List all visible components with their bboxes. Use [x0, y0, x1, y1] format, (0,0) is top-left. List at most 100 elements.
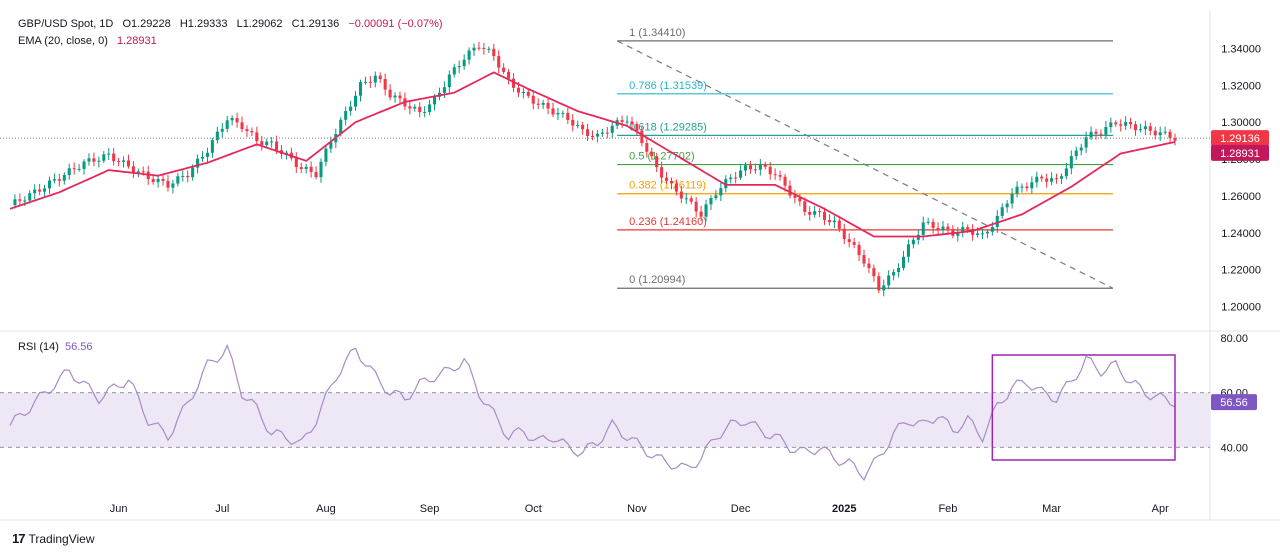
candle-body: [719, 188, 723, 196]
tradingview-brand[interactable]: 17 TradingView: [12, 531, 95, 546]
price-tick-label: 1.20000: [1221, 302, 1261, 314]
candle-body: [487, 48, 491, 50]
candle-body: [1069, 156, 1073, 169]
time-label: Oct: [525, 503, 542, 515]
candle-body: [1025, 186, 1029, 189]
candle-body: [1074, 150, 1078, 157]
symbol-label[interactable]: GBP/USD Spot, 1D: [18, 18, 114, 30]
candle-body: [877, 276, 881, 291]
candle-body: [87, 158, 91, 162]
price-pane: 1.200001.220001.240001.260001.280001.300…: [0, 10, 1280, 520]
candle-body: [551, 108, 555, 115]
candle-body: [1010, 193, 1014, 204]
candle-body: [408, 106, 412, 109]
candle-body: [472, 47, 476, 51]
candle-body: [743, 165, 748, 171]
candle-body: [783, 176, 787, 186]
candle-body: [507, 71, 511, 79]
candle-body: [729, 177, 733, 180]
fib-label-0_236: 0.236 (1.24160): [629, 216, 707, 228]
candle-body: [1079, 147, 1083, 151]
candle-body: [724, 179, 728, 189]
candle-body: [645, 143, 649, 152]
ema-header: EMA (20, close, 0) 1.28931: [18, 35, 163, 47]
high-value: H1.29333: [179, 18, 228, 30]
candle-body: [428, 104, 432, 112]
candle-body: [521, 91, 525, 93]
candle-body: [921, 222, 925, 235]
candle-body: [373, 75, 377, 83]
candle-body: [669, 180, 674, 184]
candle-body: [778, 175, 782, 177]
candle-body: [620, 120, 624, 122]
candle-body: [1168, 131, 1172, 139]
candle-body: [117, 161, 121, 163]
candle-body: [1099, 133, 1103, 135]
candle-body: [1114, 122, 1118, 125]
change-value: −0.00091 (−0.07%): [348, 18, 443, 30]
candle-body: [38, 189, 42, 192]
candle-body: [235, 117, 239, 123]
candle-body: [82, 161, 86, 169]
candle-body: [897, 267, 901, 272]
candle-body: [852, 242, 856, 245]
candle-body: [1089, 131, 1093, 138]
candle-body: [358, 82, 363, 96]
candle-body: [329, 142, 333, 149]
candle-body: [171, 183, 175, 188]
candle-body: [72, 168, 76, 170]
candle-body: [689, 198, 693, 202]
candle-body: [867, 263, 871, 269]
candle-body: [18, 199, 22, 201]
candle-body: [586, 129, 590, 137]
candle-body: [581, 124, 585, 130]
candle-body: [546, 102, 550, 109]
candle-body: [773, 174, 777, 176]
rsi-highlight-box: [991, 354, 1176, 461]
candle-body: [946, 226, 950, 230]
candle-body: [442, 87, 446, 93]
ema-label[interactable]: EMA (20, close, 0): [18, 35, 108, 47]
candle-body: [571, 119, 575, 126]
candle-body: [985, 231, 989, 234]
brand-label: TradingView: [28, 531, 95, 546]
candle-body: [1119, 124, 1123, 126]
last-price-tag-text: 1.29136: [1220, 133, 1260, 145]
candle-body: [477, 47, 481, 49]
candle-body: [665, 177, 669, 181]
candle-body: [536, 103, 540, 105]
candle-body: [255, 132, 259, 142]
candle-body: [857, 244, 861, 256]
candle-body: [516, 87, 520, 93]
time-label: Aug: [316, 503, 336, 515]
fib-trend-line: [616, 40, 1114, 289]
candle-body: [511, 78, 516, 88]
candle-body: [1045, 178, 1049, 182]
candle-body: [136, 171, 140, 173]
candle-body: [299, 167, 303, 170]
candle-body: [694, 201, 698, 212]
candle-body: [388, 89, 392, 98]
candle-body: [990, 226, 994, 232]
candle-body: [112, 153, 116, 162]
close-value: C1.29136: [291, 18, 340, 30]
candle-body: [1094, 131, 1098, 134]
candle-body: [354, 95, 358, 107]
candle-body: [926, 221, 930, 223]
candle-body: [882, 285, 886, 291]
candle-body: [980, 233, 985, 235]
candle-body: [714, 195, 718, 199]
candle-body: [284, 152, 288, 154]
rsi-label[interactable]: RSI (14): [18, 341, 59, 353]
price-tick-label: 1.24000: [1221, 228, 1261, 240]
candle-body: [457, 66, 461, 68]
candle-body: [1104, 127, 1108, 135]
candle-body: [200, 156, 205, 159]
candle-body: [561, 112, 565, 114]
candle-body: [936, 227, 940, 230]
price-tick-label: 1.34000: [1221, 43, 1261, 55]
candle-body: [901, 256, 906, 268]
candle-body: [344, 110, 348, 120]
candle-body: [156, 178, 160, 183]
candle-body: [398, 95, 402, 99]
